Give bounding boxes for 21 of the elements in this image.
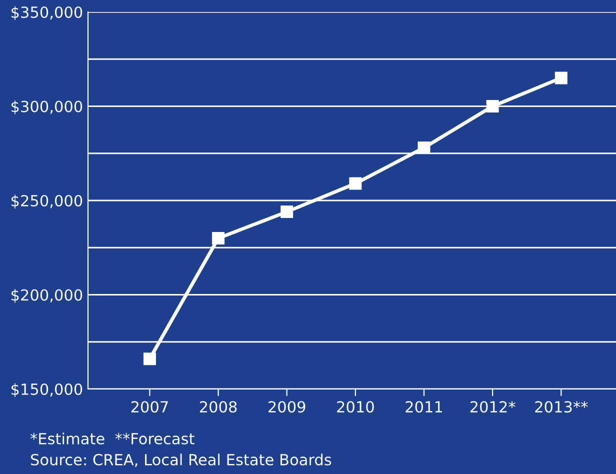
x-tick-label: 2009 — [268, 401, 306, 413]
point — [212, 232, 225, 244]
y-tick-label: $250,000 — [12, 194, 82, 209]
point — [418, 141, 430, 154]
y-tick-label: $150,000 — [12, 383, 82, 398]
x-tick-label: 2012* — [470, 401, 516, 413]
point — [280, 206, 294, 218]
x-tick-label: 2007 — [131, 401, 168, 413]
x-tick-label: 2010 — [337, 401, 374, 413]
point — [143, 352, 156, 366]
point — [486, 100, 499, 112]
text: *Estimate **Forecast — [30, 432, 194, 444]
y-tick-label: $200,000 — [12, 288, 82, 303]
point — [349, 177, 362, 190]
x-tick-label: 2013** — [535, 401, 588, 413]
source-note: Source: CREA, Local Real Estate Boards — [31, 454, 332, 467]
x-tick-label: 2008 — [200, 401, 237, 413]
x-tick-label: 2011 — [406, 401, 442, 413]
y-tick-label: $300,000 — [12, 100, 82, 114]
point — [554, 72, 568, 84]
y-tick-label: $350,000 — [12, 6, 82, 20]
